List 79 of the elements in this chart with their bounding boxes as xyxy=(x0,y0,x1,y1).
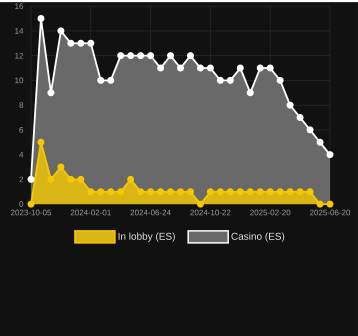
point xyxy=(167,52,174,60)
y-tick-label: 0 xyxy=(19,201,24,207)
y-tick-label: 6 xyxy=(19,126,24,133)
point xyxy=(236,64,244,72)
point xyxy=(286,102,294,109)
point xyxy=(107,188,114,196)
point xyxy=(47,176,54,183)
point xyxy=(147,188,154,196)
point xyxy=(28,176,35,183)
point xyxy=(306,126,314,134)
point xyxy=(137,52,144,60)
x-tick-label: 2024-02-01 xyxy=(70,210,111,216)
point xyxy=(256,64,264,72)
point xyxy=(306,188,314,196)
point xyxy=(266,64,274,72)
y-tick-label: 10 xyxy=(15,77,24,84)
point xyxy=(296,114,304,121)
x-tick-label: 2024-06-24 xyxy=(130,210,171,216)
point xyxy=(157,188,164,196)
point xyxy=(246,188,254,196)
point xyxy=(117,52,124,60)
y-tick-label: 2 xyxy=(19,176,24,182)
y-tick-label: 8 xyxy=(19,102,24,108)
point xyxy=(216,76,224,84)
point xyxy=(316,200,324,208)
x-tick-label: 2023-10-05 xyxy=(10,210,52,216)
x-tick-label: 2025-02-20 xyxy=(250,210,290,216)
point xyxy=(37,138,44,146)
point xyxy=(67,176,74,183)
point xyxy=(196,64,204,72)
point xyxy=(186,52,194,60)
y-tick-label: 4 xyxy=(19,152,24,158)
point xyxy=(326,200,334,208)
point xyxy=(186,188,194,196)
point xyxy=(57,163,64,170)
point xyxy=(226,76,234,84)
point xyxy=(127,52,134,60)
point xyxy=(127,176,134,183)
point xyxy=(107,76,114,84)
point xyxy=(28,200,35,208)
point xyxy=(216,188,224,196)
point xyxy=(256,188,264,196)
point xyxy=(77,40,84,47)
point xyxy=(67,40,74,47)
y-tick-label: 14 xyxy=(15,28,24,34)
point xyxy=(226,188,234,196)
legend-label: Casino (ES) xyxy=(231,232,284,242)
point xyxy=(157,64,164,72)
point xyxy=(246,89,254,96)
point xyxy=(77,176,84,183)
point xyxy=(316,138,324,146)
point xyxy=(97,188,104,196)
point xyxy=(276,188,284,196)
point xyxy=(326,151,334,158)
y-tick-label: 16 xyxy=(15,3,24,9)
point xyxy=(266,188,274,196)
point xyxy=(47,89,54,96)
point xyxy=(57,27,64,34)
point xyxy=(286,188,294,196)
point xyxy=(206,188,214,196)
point xyxy=(117,188,124,196)
point xyxy=(206,64,214,72)
point xyxy=(97,76,104,84)
point xyxy=(276,76,284,84)
point xyxy=(196,200,204,208)
legend-label: In lobby (ES) xyxy=(118,232,175,242)
point xyxy=(236,188,244,196)
point xyxy=(177,64,184,72)
point xyxy=(167,188,174,196)
point xyxy=(87,188,94,196)
y-tick-label: 12 xyxy=(15,52,24,58)
point xyxy=(37,14,44,22)
x-tick-label: 2025-06-20 xyxy=(310,210,350,216)
point xyxy=(296,188,304,196)
point xyxy=(87,40,94,47)
point xyxy=(147,52,154,60)
point xyxy=(177,188,184,196)
x-tick-label: 2024-10-22 xyxy=(190,210,230,216)
point xyxy=(137,188,144,196)
